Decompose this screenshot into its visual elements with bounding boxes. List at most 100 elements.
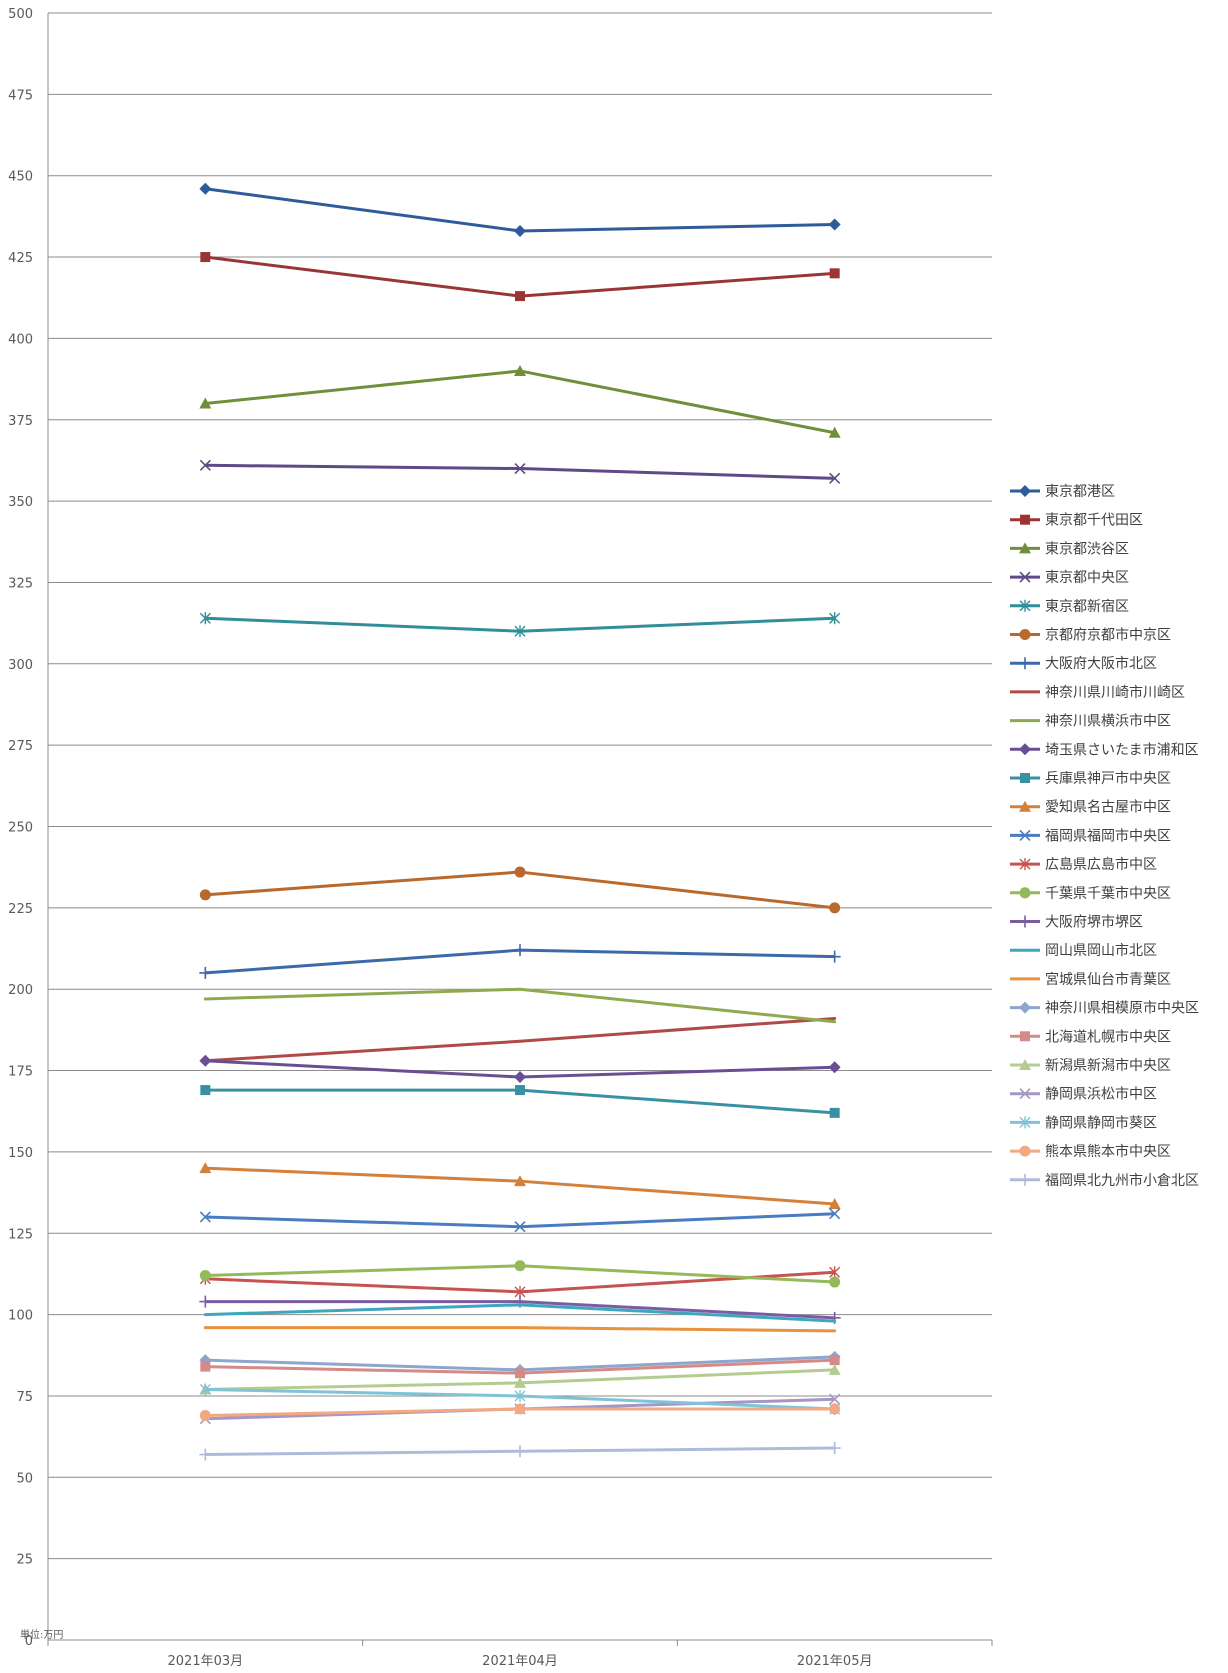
legend-item: 埼玉県さいたま市浦和区 (1010, 741, 1199, 758)
gridlines (48, 12, 992, 1560)
data-point (828, 1197, 841, 1209)
data-point (514, 1221, 526, 1233)
series-16 (199, 1295, 841, 1324)
data-point (829, 268, 840, 279)
data-point (203, 1313, 207, 1317)
series-17 (203, 1303, 837, 1323)
legend-item: 静岡県静岡市葵区 (1010, 1114, 1157, 1131)
data-point (199, 182, 212, 195)
series-3 (199, 364, 841, 438)
legend-marker (1019, 1173, 1031, 1186)
legend-label: 京都府京都市中京区 (1045, 627, 1171, 644)
series-12 (199, 1162, 841, 1209)
y-tick-label: 75 (16, 1390, 33, 1405)
legend-label: 静岡県静岡市葵区 (1045, 1114, 1157, 1131)
legend-label: 千葉県千葉市中央区 (1045, 885, 1171, 902)
legend-item: 広島県広島市中区 (1010, 856, 1157, 873)
legend-label: 大阪府堺市堺区 (1045, 914, 1143, 931)
legend-marker (1020, 1031, 1030, 1042)
data-point (514, 1260, 526, 1272)
data-point (829, 612, 841, 625)
data-point (200, 252, 211, 263)
series-7 (199, 944, 841, 979)
data-point (199, 612, 211, 625)
data-point (199, 1383, 211, 1396)
series-4 (199, 459, 841, 484)
data-point (514, 1389, 526, 1402)
legend-marker (1019, 629, 1031, 640)
data-point (203, 997, 207, 1001)
legend-marker (1019, 1059, 1031, 1070)
series-24 (199, 1403, 841, 1421)
data-point (199, 889, 211, 901)
data-point (200, 1085, 211, 1096)
legend-label: 大阪府大阪市北区 (1045, 655, 1157, 672)
legend-marker (1019, 858, 1031, 871)
legend-item: 北海道札幌市中央区 (1010, 1028, 1171, 1045)
series-9 (203, 987, 837, 1024)
data-point (199, 1409, 211, 1421)
legend-label: 東京都渋谷区 (1045, 541, 1129, 557)
data-point (829, 1403, 841, 1415)
legend-marker (1019, 887, 1031, 899)
series-line (205, 463, 835, 480)
legend-marker (1019, 1145, 1031, 1157)
data-point (829, 1355, 840, 1366)
series-lines (199, 182, 841, 1461)
legend-marker (1020, 514, 1030, 525)
y-tick-label: 125 (8, 1227, 33, 1242)
legend-item: 神奈川県相模原市中央区 (1010, 1000, 1199, 1017)
legend-label: 熊本県熊本市中央区 (1045, 1143, 1171, 1160)
legend-marker (1019, 915, 1031, 928)
legend-item: 大阪府堺市堺区 (1010, 914, 1143, 931)
y-tick-label: 425 (8, 251, 33, 266)
y-tick-label: 275 (8, 739, 33, 754)
y-tick-label: 475 (8, 88, 33, 103)
legend-label: 新潟県新潟市中央区 (1045, 1057, 1171, 1074)
data-point (199, 1270, 211, 1282)
data-point (828, 218, 841, 231)
data-point (829, 1276, 841, 1288)
data-point (828, 950, 841, 963)
data-point (515, 291, 525, 302)
data-point (514, 625, 526, 638)
data-point (829, 472, 841, 484)
data-point (829, 1107, 840, 1118)
legend-item: 宮城県仙台市青葉区 (1010, 971, 1171, 988)
y-tick-label: 250 (8, 821, 33, 836)
series-line (205, 369, 835, 435)
legend-label: 神奈川県川崎市川崎区 (1045, 684, 1185, 701)
x-tick-label: 2021年04月 (482, 1654, 558, 1669)
y-tick-label: 300 (8, 658, 33, 673)
legend-label: 東京都港区 (1045, 484, 1115, 500)
data-point (515, 1085, 525, 1096)
y-axis-tick-labels: 0 25 50 75 100 125 150 175 200 225 250 275 300 325 350… (8, 7, 33, 1649)
data-point (829, 1208, 841, 1220)
legend-item: 東京都渋谷区 (1010, 541, 1129, 557)
legend-label: 岡山県岡山市北区 (1045, 942, 1157, 959)
data-point (199, 1162, 212, 1174)
data-point (203, 1326, 207, 1330)
legend-marker (1019, 743, 1031, 756)
legend-marker (1019, 599, 1031, 612)
legend-label: 東京都新宿区 (1045, 598, 1129, 615)
series-20 (200, 1355, 840, 1379)
x-tick-label: 2021年03月 (168, 1654, 244, 1669)
legend-item: 岡山県岡山市北区 (1010, 942, 1157, 959)
legend-item: 福岡県北九州市小倉北区 (1010, 1172, 1199, 1189)
legend-item: 神奈川県川崎市川崎区 (1010, 684, 1185, 701)
y-tick-label: 350 (8, 495, 33, 510)
data-point (514, 944, 526, 957)
y-tick-label: 25 (16, 1553, 33, 1568)
legend-item: 東京都中央区 (1010, 570, 1129, 586)
data-point (518, 987, 522, 991)
data-point (199, 966, 212, 979)
legend-label: 福岡県北九州市小倉北区 (1045, 1172, 1199, 1189)
data-point (828, 1442, 841, 1455)
legend-marker (1019, 1116, 1031, 1129)
axes (47, 13, 993, 1646)
series-15 (199, 1260, 841, 1288)
data-point (518, 1039, 522, 1043)
data-point (514, 1376, 526, 1388)
